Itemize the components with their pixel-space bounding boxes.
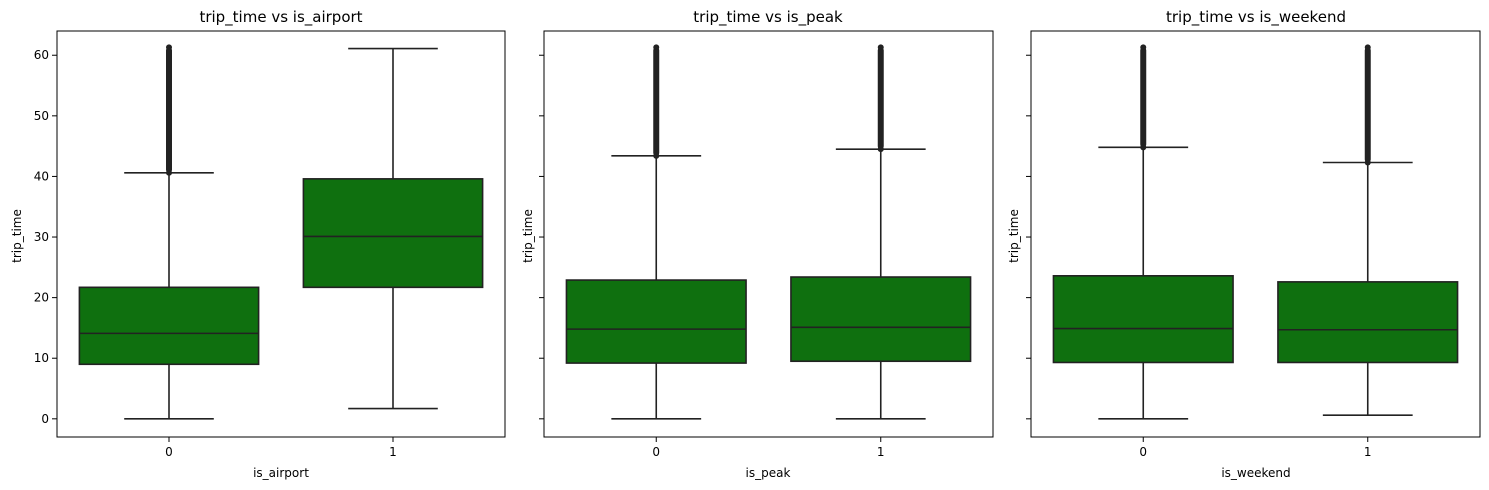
subplot-title: trip_time vs is_weekend	[1166, 8, 1346, 27]
subplot-is-peak: trip_time vs is_peak trip_time is_peak 0…	[521, 8, 994, 480]
x-tick-label: 0	[1139, 445, 1147, 459]
outlier-band	[877, 47, 884, 150]
box-1	[1277, 44, 1459, 416]
y-tick-label: 20	[34, 291, 49, 305]
y-tick-label: 40	[34, 169, 49, 183]
axes-frame	[1030, 30, 1481, 438]
x-axis-label: is_airport	[253, 466, 309, 480]
x-tick-label: 0	[165, 445, 173, 459]
outliers	[166, 44, 172, 176]
x-tick-label: 1	[877, 445, 885, 459]
outliers	[653, 44, 660, 159]
outlier-point	[877, 146, 884, 153]
plot-area: 0 10 20 30 40 50 60 0 1	[34, 30, 506, 459]
subplot-is-weekend: trip_time vs is_weekend trip_time is_wee…	[1007, 8, 1481, 480]
y-tick-label: 0	[41, 412, 49, 426]
axes-frame	[56, 30, 506, 438]
y-tick-label: 30	[34, 230, 49, 244]
outlier-band	[1140, 47, 1147, 148]
outlier-point	[877, 44, 884, 51]
outlier-point	[1140, 44, 1147, 51]
outliers	[1140, 44, 1147, 151]
outlier-point	[1364, 159, 1371, 166]
x-tick-label: 1	[1364, 445, 1372, 459]
iqr-box	[790, 276, 972, 363]
y-axis-label: trip_time	[10, 209, 24, 263]
outlier-band	[166, 47, 172, 173]
subplot-title: trip_time vs is_airport	[199, 8, 362, 27]
outlier-point	[1364, 44, 1371, 51]
y-axis-label: trip_time	[521, 209, 535, 263]
outlier-point	[653, 152, 660, 159]
outlier-band	[653, 47, 660, 156]
outlier-point	[1140, 144, 1147, 151]
outliers	[877, 44, 884, 153]
x-tick-label: 0	[652, 445, 660, 459]
box-0	[565, 44, 747, 420]
iqr-box	[1277, 281, 1459, 364]
outlier-point	[166, 169, 172, 176]
x-axis-label: is_weekend	[1221, 466, 1290, 480]
box-0	[1052, 44, 1234, 420]
box-1	[790, 44, 972, 420]
box-0	[78, 44, 260, 420]
x-tick-label: 1	[389, 445, 397, 459]
axes-frame	[543, 30, 994, 438]
y-tick-label: 50	[34, 109, 49, 123]
iqr-box	[1052, 275, 1234, 364]
y-axis-label: trip_time	[1007, 209, 1021, 263]
y-tick-label: 10	[34, 351, 49, 365]
outlier-point	[166, 44, 172, 51]
iqr-box	[302, 178, 484, 289]
subplot-title: trip_time vs is_peak	[693, 8, 843, 27]
iqr-box	[78, 286, 260, 366]
subplot-is-airport: trip_time vs is_airport trip_time is_air…	[10, 8, 506, 480]
y-tick-label: 60	[34, 48, 49, 62]
outliers	[1364, 44, 1371, 166]
box-1	[302, 47, 484, 410]
iqr-box	[565, 279, 747, 364]
outlier-band	[1364, 47, 1371, 163]
outlier-point	[653, 44, 660, 51]
x-axis-label: is_peak	[746, 466, 791, 480]
